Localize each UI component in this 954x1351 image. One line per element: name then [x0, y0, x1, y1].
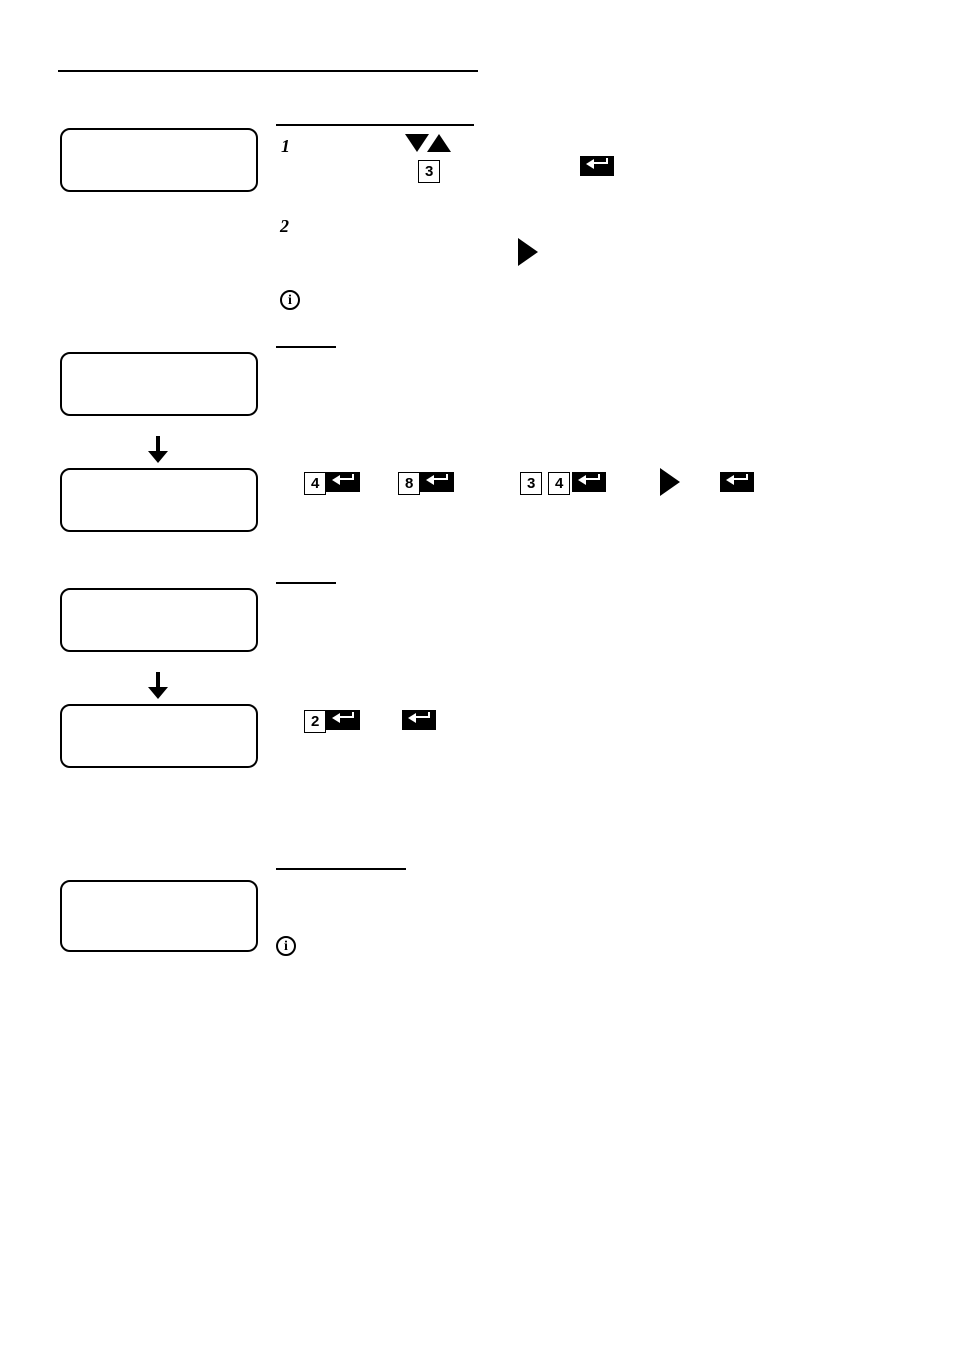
- right-arrow-icon: [518, 238, 538, 266]
- enter-icon: [580, 156, 614, 176]
- section1-underline: [276, 124, 474, 126]
- key-3-seq: 3: [520, 472, 542, 495]
- section3-title-line: [276, 582, 336, 584]
- section4-title-line: [276, 868, 406, 870]
- enter-icon: [420, 472, 454, 492]
- display-box-4: [60, 880, 258, 952]
- section2-title-line: [276, 346, 336, 348]
- display-box-3a: [60, 588, 258, 652]
- key-3: 3: [418, 160, 440, 183]
- enter-icon: [572, 472, 606, 492]
- flow-down-arrow: [148, 436, 168, 463]
- enter-icon: [326, 472, 360, 492]
- info-icon: i: [280, 290, 300, 310]
- key-4-seq: 4: [548, 472, 570, 495]
- info-icon: i: [276, 936, 296, 956]
- page-title-underline: [58, 70, 478, 72]
- key-2: 2: [304, 710, 326, 733]
- document-page: 1 3 2 i 4 8 3 4 2 i: [0, 0, 954, 1351]
- step-2-label: 2: [280, 216, 289, 237]
- enter-icon: [720, 472, 754, 492]
- right-arrow-icon: [660, 468, 680, 496]
- key-8: 8: [398, 472, 420, 495]
- display-box-1: [60, 128, 258, 192]
- up-down-icon: [405, 134, 451, 157]
- enter-icon: [326, 710, 360, 730]
- display-box-2a: [60, 352, 258, 416]
- key-4: 4: [304, 472, 326, 495]
- display-box-3b: [60, 704, 258, 768]
- flow-down-arrow: [148, 672, 168, 699]
- enter-icon: [402, 710, 436, 730]
- step-1-label: 1: [281, 136, 290, 157]
- display-box-2b: [60, 468, 258, 532]
